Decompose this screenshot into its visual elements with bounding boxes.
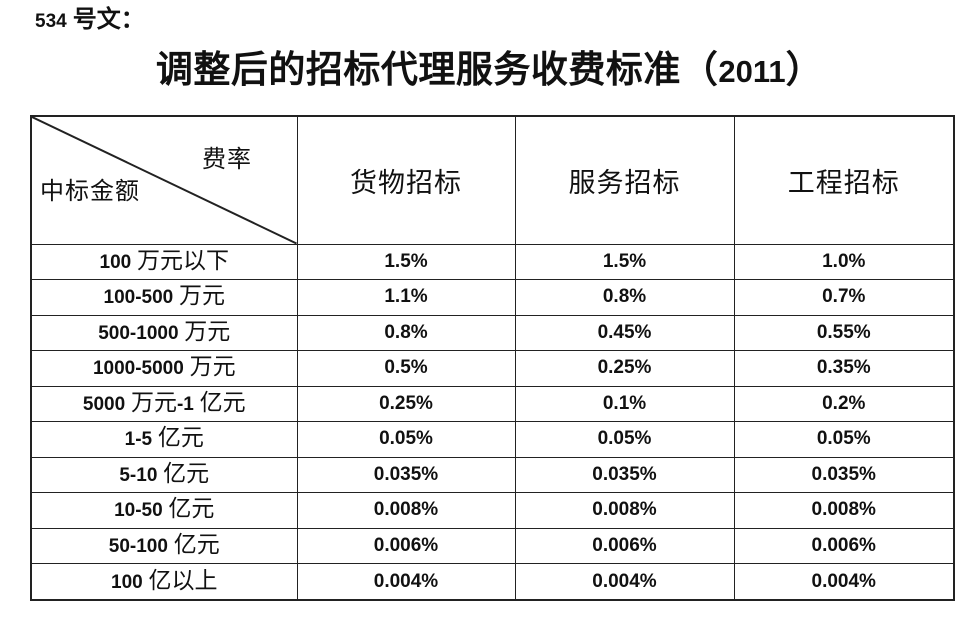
- fee-value: 0.45%: [514, 314, 735, 352]
- fee-value: 1.0%: [733, 243, 955, 281]
- corner-label-rate: 费率: [202, 147, 252, 173]
- diagonal-divider-line: [32, 117, 297, 244]
- table-row: 100 万元以下 1.5% 1.5% 1.0%: [30, 243, 955, 281]
- row-label-bid-amount: 10-50 亿元: [30, 492, 298, 529]
- table-row: 500-1000 万元 0.8% 0.45% 0.55%: [30, 314, 955, 352]
- fee-value: 0.035%: [514, 456, 735, 494]
- fee-value: 0.035%: [733, 456, 955, 494]
- fee-value: 0.2%: [733, 385, 955, 423]
- row-label-bid-amount: 5-10 亿元: [30, 456, 298, 494]
- fee-value: 0.05%: [296, 421, 516, 458]
- fee-value: 0.006%: [514, 527, 735, 565]
- fee-value: 1.5%: [514, 243, 735, 281]
- fee-value: 0.006%: [733, 527, 955, 565]
- fee-table: 费率 中标金额 货物招标 服务招标 工程招标 100 万元以下 1.5% 1.5% 1…: [30, 115, 955, 601]
- fee-value: 1.5%: [296, 243, 516, 281]
- fee-value: 0.55%: [733, 314, 955, 352]
- fee-value: 0.05%: [733, 421, 955, 458]
- fee-value: 0.8%: [296, 314, 516, 352]
- table-header-row: 费率 中标金额 货物招标 服务招标 工程招标: [30, 115, 955, 245]
- doc-number: 534 号文：: [35, 7, 145, 33]
- column-header-engineering: 工程招标: [733, 115, 955, 245]
- fee-value: 0.05%: [514, 421, 735, 458]
- page-title: 调整后的招标代理服务收费标准（2011）: [155, 50, 824, 91]
- row-label-bid-amount: 100 亿以上: [30, 563, 298, 601]
- corner-label-bid-amount: 中标金额: [40, 179, 140, 205]
- table-row: 50-100 亿元 0.006% 0.006% 0.006%: [30, 527, 955, 565]
- fee-value: 0.008%: [296, 492, 516, 529]
- row-label-bid-amount: 100-500 万元: [30, 279, 298, 316]
- table-row: 1000-5000 万元 0.5% 0.25% 0.35%: [30, 350, 955, 387]
- fee-value: 0.008%: [514, 492, 735, 529]
- table-row: 5000 万元-1 亿元 0.25% 0.1% 0.2%: [30, 385, 955, 423]
- fee-value: 0.8%: [514, 279, 735, 316]
- fee-value: 0.035%: [296, 456, 516, 494]
- fee-value: 0.25%: [514, 350, 735, 387]
- row-label-bid-amount: 50-100 亿元: [30, 527, 298, 565]
- row-label-bid-amount: 1-5 亿元: [30, 421, 298, 458]
- fee-value: 0.1%: [514, 385, 735, 423]
- table-row: 1-5 亿元 0.05% 0.05% 0.05%: [30, 421, 955, 458]
- fee-value: 0.008%: [733, 492, 955, 529]
- row-label-bid-amount: 500-1000 万元: [30, 314, 298, 352]
- fee-value: 0.004%: [514, 563, 735, 601]
- row-label-bid-amount: 1000-5000 万元: [30, 350, 298, 387]
- fee-value: 0.5%: [296, 350, 516, 387]
- corner-cell: 费率 中标金额: [30, 115, 298, 245]
- fee-value: 0.004%: [733, 563, 955, 601]
- fee-value: 0.25%: [296, 385, 516, 423]
- fee-value: 0.004%: [296, 563, 516, 601]
- column-header-services: 服务招标: [514, 115, 735, 245]
- table-row: 10-50 亿元 0.008% 0.008% 0.008%: [30, 492, 955, 529]
- fee-value: 1.1%: [296, 279, 516, 316]
- row-label-bid-amount: 5000 万元-1 亿元: [30, 385, 298, 423]
- fee-value: 0.7%: [733, 279, 955, 316]
- column-header-goods: 货物招标: [296, 115, 516, 245]
- fee-value: 0.006%: [296, 527, 516, 565]
- fee-value: 0.35%: [733, 350, 955, 387]
- table-row: 5-10 亿元 0.035% 0.035% 0.035%: [30, 456, 955, 494]
- fee-table-body: 费率 中标金额 货物招标 服务招标 工程招标 100 万元以下 1.5% 1.5% 1…: [30, 115, 955, 601]
- table-row: 100-500 万元 1.1% 0.8% 0.7%: [30, 279, 955, 316]
- corner-wrap: 费率 中标金额: [32, 117, 297, 244]
- row-label-bid-amount: 100 万元以下: [30, 243, 298, 281]
- table-row: 100 亿以上 0.004% 0.004% 0.004%: [30, 563, 955, 601]
